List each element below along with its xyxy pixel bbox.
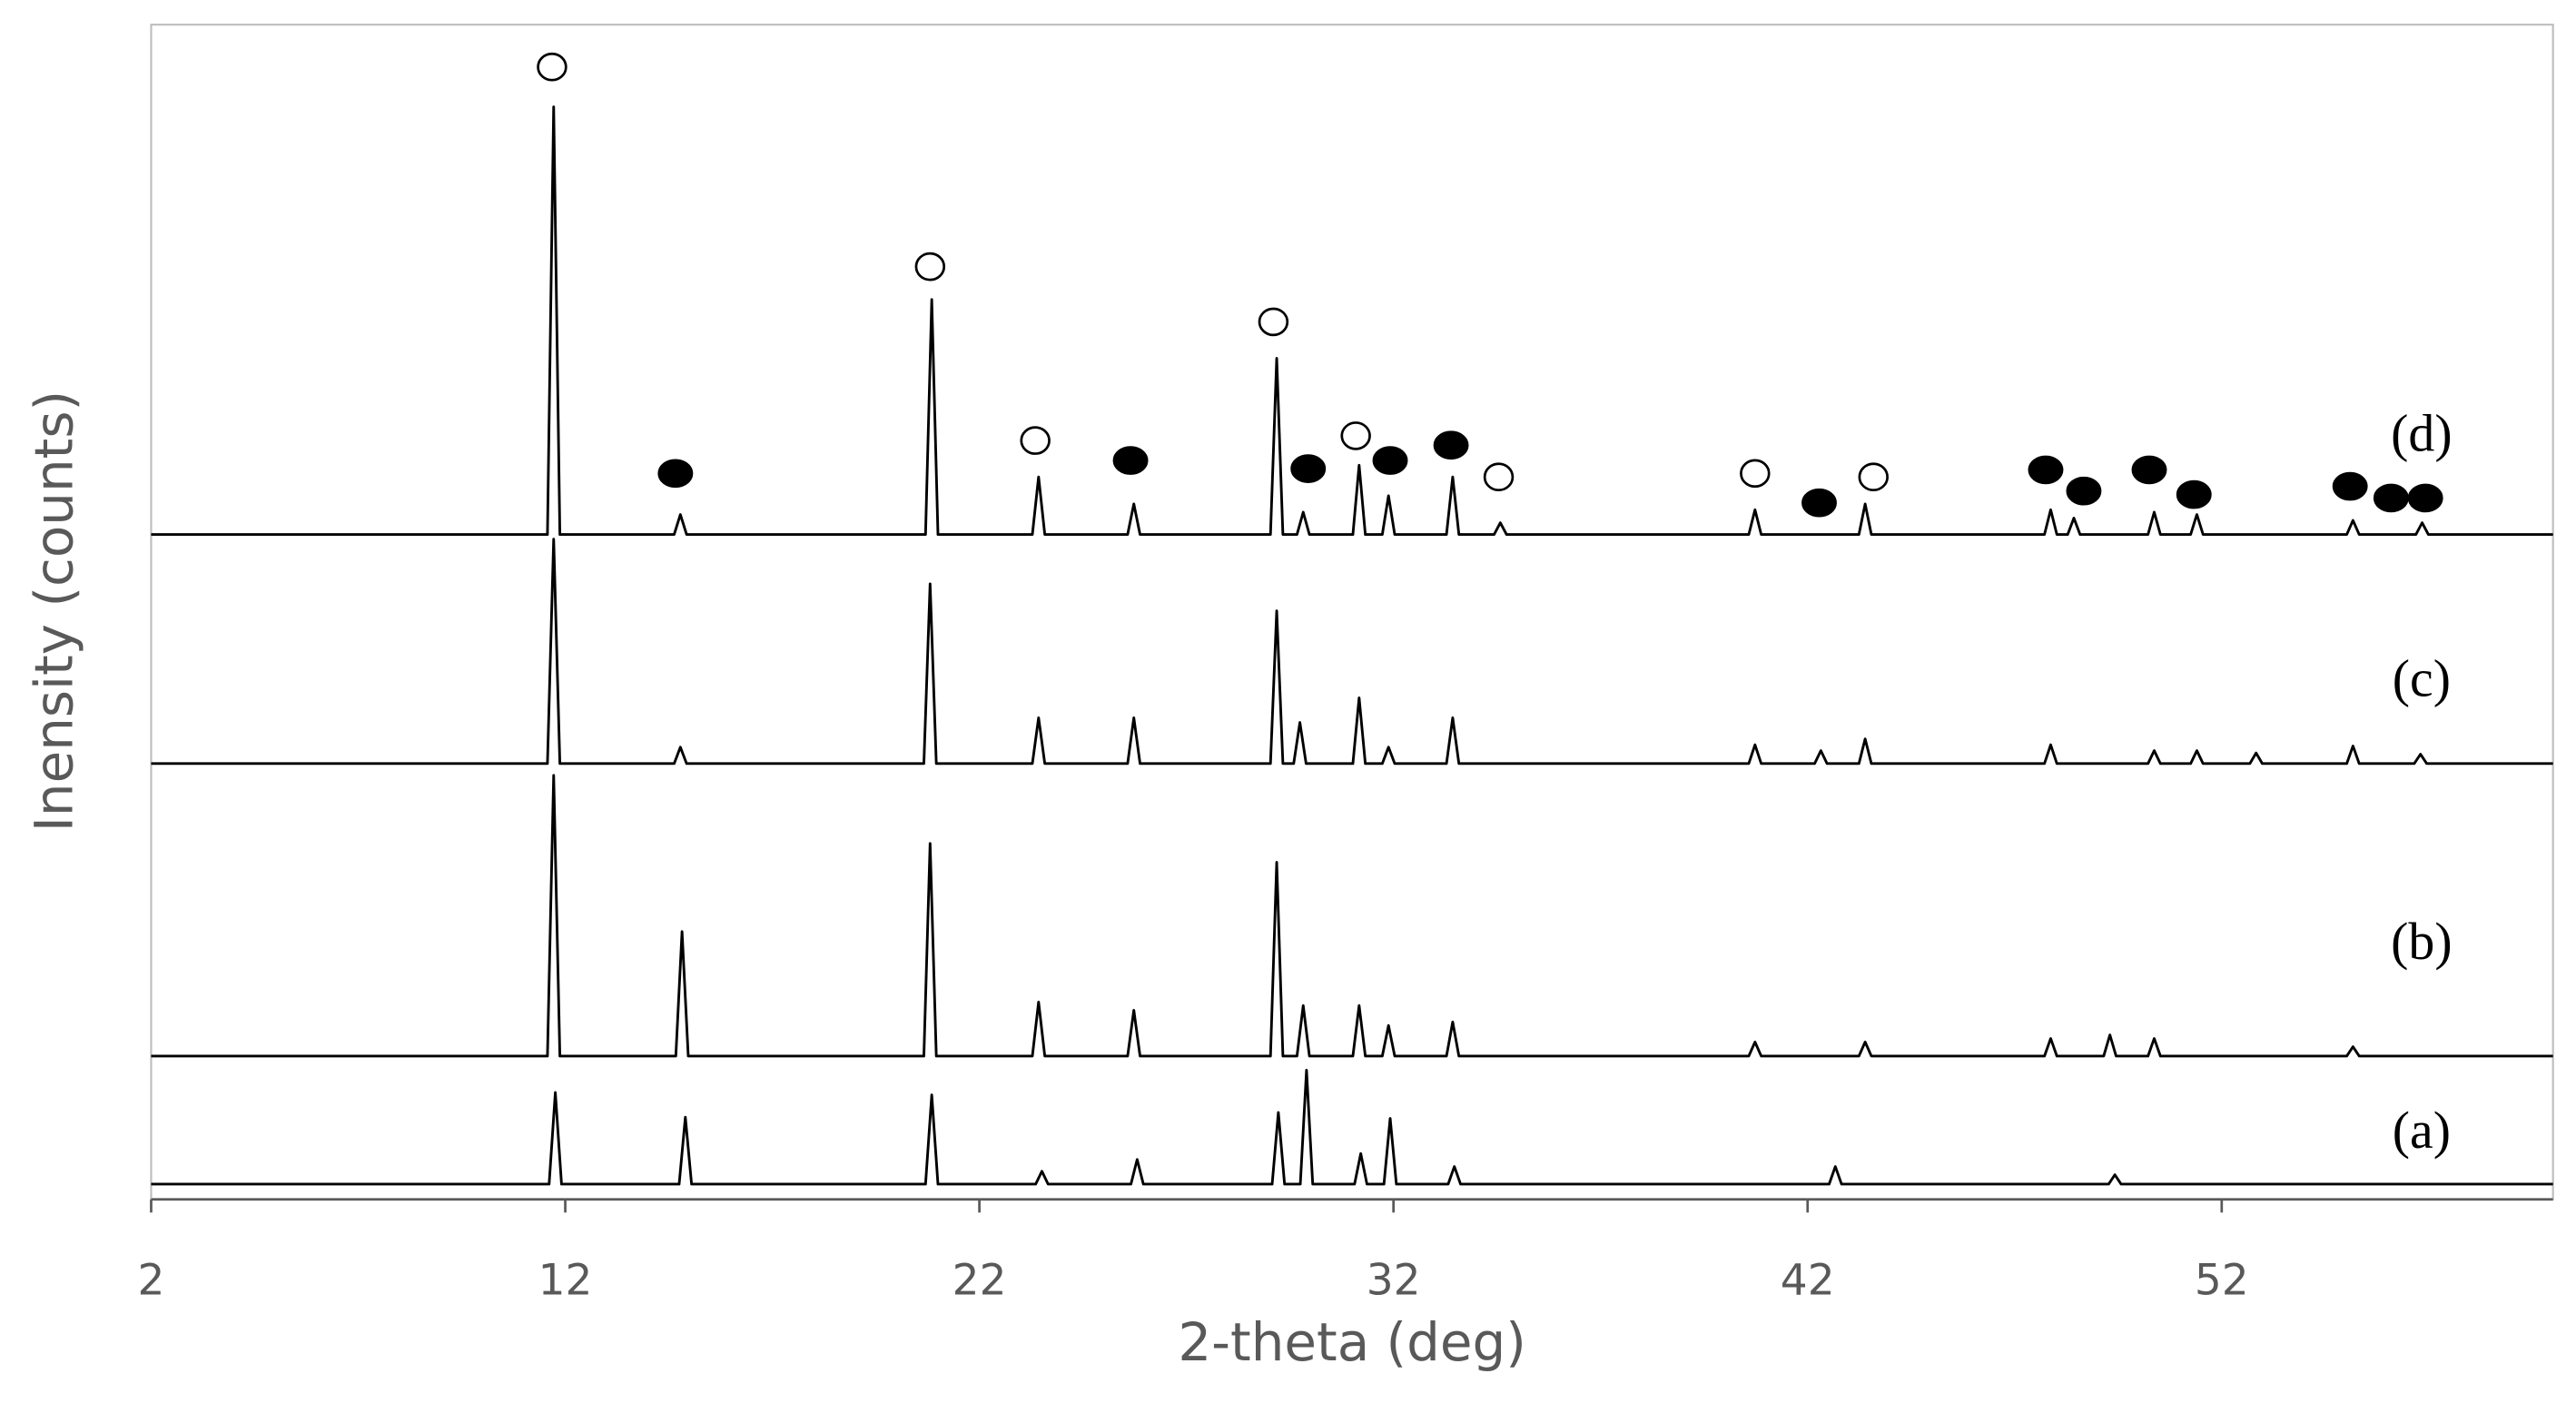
series-label: (c) (2393, 649, 2451, 708)
filled-marker (1290, 454, 1327, 483)
open-marker (1858, 462, 1889, 492)
x-axis-title: 2-theta (deg) (1178, 1311, 1525, 1373)
filled-marker (2066, 476, 2102, 506)
x-tick-label: 12 (538, 1256, 593, 1306)
filled-marker (2176, 479, 2212, 509)
plot-frame (150, 24, 2554, 1201)
x-tick-label: 32 (1367, 1256, 1421, 1306)
series-line (151, 105, 2553, 537)
open-marker (1340, 421, 1371, 450)
x-tick-label: 2 (137, 1256, 164, 1306)
filled-marker (1433, 430, 1469, 460)
filled-marker (2373, 483, 2409, 513)
series-line (151, 538, 2553, 766)
x-tick-label: 22 (952, 1256, 1007, 1306)
filled-marker (1801, 488, 1837, 518)
series-line (151, 774, 2553, 1058)
filled-marker (1372, 446, 1408, 475)
filled-marker (1112, 446, 1149, 475)
series-line (151, 1069, 2553, 1186)
filled-marker (2131, 455, 2167, 485)
open-marker (1740, 459, 1771, 489)
filled-marker (2028, 455, 2064, 485)
open-marker (914, 252, 946, 282)
series-label: (b) (2391, 912, 2452, 971)
filled-marker (2407, 483, 2443, 513)
series-label: (a) (2393, 1101, 2451, 1160)
x-tick-label: 52 (2195, 1256, 2249, 1306)
open-marker (537, 52, 568, 82)
y-axis-title: Inensity (counts) (24, 390, 85, 832)
filled-marker (657, 459, 694, 489)
open-marker (1020, 426, 1051, 455)
open-marker (1483, 462, 1515, 492)
open-marker (1258, 307, 1289, 337)
x-tick-label: 42 (1781, 1256, 1835, 1306)
filled-marker (2332, 471, 2368, 501)
series-label: (d) (2391, 403, 2452, 462)
